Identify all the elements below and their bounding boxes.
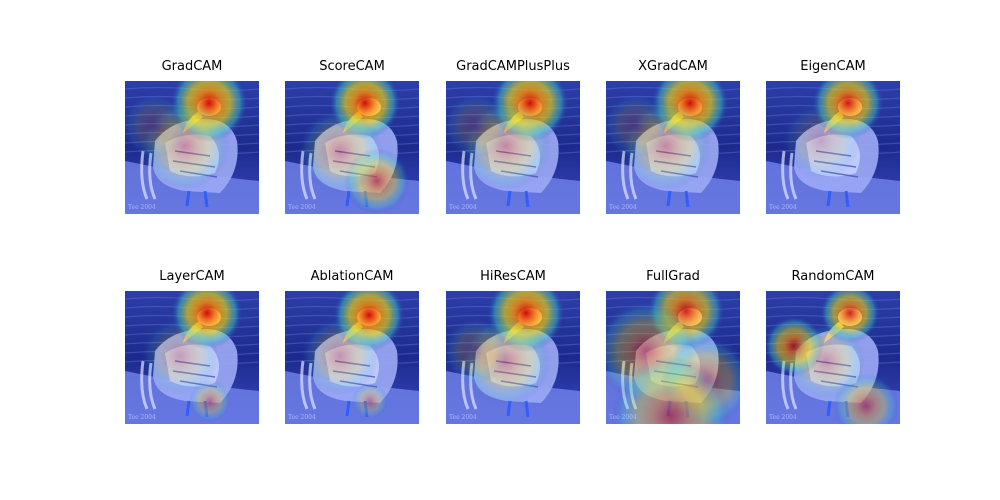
cam-heatmap-image: T⁠ee 2004 xyxy=(285,291,419,424)
panel-title: GradCAM xyxy=(161,59,223,74)
cam-heatmap-image: T⁠ee 2004 xyxy=(446,291,580,424)
panel-title: AblationCAM xyxy=(310,269,394,284)
panel-title: EigenCAM xyxy=(800,59,866,74)
svg-text:T⁠ee 2004: T⁠ee 2004 xyxy=(609,204,637,211)
svg-text:T⁠ee 2004: T⁠ee 2004 xyxy=(449,204,477,211)
svg-text:T⁠ee 2004: T⁠ee 2004 xyxy=(609,414,637,421)
cam-panel: GradCAMPlusPlus T⁠ee 2004 xyxy=(446,59,580,214)
cam-heatmap-image: T⁠ee 2004 xyxy=(766,81,900,214)
panel-title: RandomCAM xyxy=(791,269,875,284)
svg-text:T⁠ee 2004: T⁠ee 2004 xyxy=(769,204,797,211)
panel-title: LayerCAM xyxy=(159,269,225,284)
svg-text:T⁠ee 2004: T⁠ee 2004 xyxy=(128,204,156,211)
cam-panel: FullGrad T xyxy=(606,269,740,424)
cam-heatmap-image: T⁠ee 2004 xyxy=(446,81,580,214)
svg-text:T⁠ee 2004: T⁠ee 2004 xyxy=(769,414,797,421)
cam-panel: XGradCAM T⁠ee 2004 xyxy=(606,59,740,214)
cam-panel: EigenCAM T⁠ee 2004 xyxy=(766,59,900,214)
cam-panel: RandomCAM xyxy=(766,269,900,424)
cam-panel: ScoreCAM T⁠ee 2004 xyxy=(285,59,419,214)
cam-heatmap-image: T⁠ee 2004 xyxy=(285,81,419,214)
cam-heatmap-image: T⁠ee 2004 xyxy=(125,291,259,424)
cam-heatmap-image: T⁠ee 2004 xyxy=(606,81,740,214)
panel-title: GradCAMPlusPlus xyxy=(456,59,570,74)
cam-heatmap-image: T⁠ee 2004 xyxy=(606,291,740,424)
svg-text:T⁠ee 2004: T⁠ee 2004 xyxy=(288,204,316,211)
cam-panel: HiResCAM T⁠ee 2004 xyxy=(446,269,580,424)
panel-title: FullGrad xyxy=(646,269,700,284)
cam-heatmap-image: T⁠ee 2004 xyxy=(125,81,259,214)
svg-text:T⁠ee 2004: T⁠ee 2004 xyxy=(449,414,477,421)
panel-title: XGradCAM xyxy=(638,59,708,74)
cam-panel: GradCAM T⁠ee 2004 xyxy=(125,59,259,214)
cam-panel: AblationCAM T⁠ee 2004 xyxy=(285,269,419,424)
panel-title: HiResCAM xyxy=(480,269,546,284)
svg-text:T⁠ee 2004: T⁠ee 2004 xyxy=(288,414,316,421)
cam-panel: LayerCAM T⁠ee 2004 xyxy=(125,269,259,424)
svg-text:T⁠ee 2004: T⁠ee 2004 xyxy=(128,414,156,421)
panel-title: ScoreCAM xyxy=(319,59,385,74)
cam-heatmap-image: T⁠ee 2004 xyxy=(766,291,900,424)
